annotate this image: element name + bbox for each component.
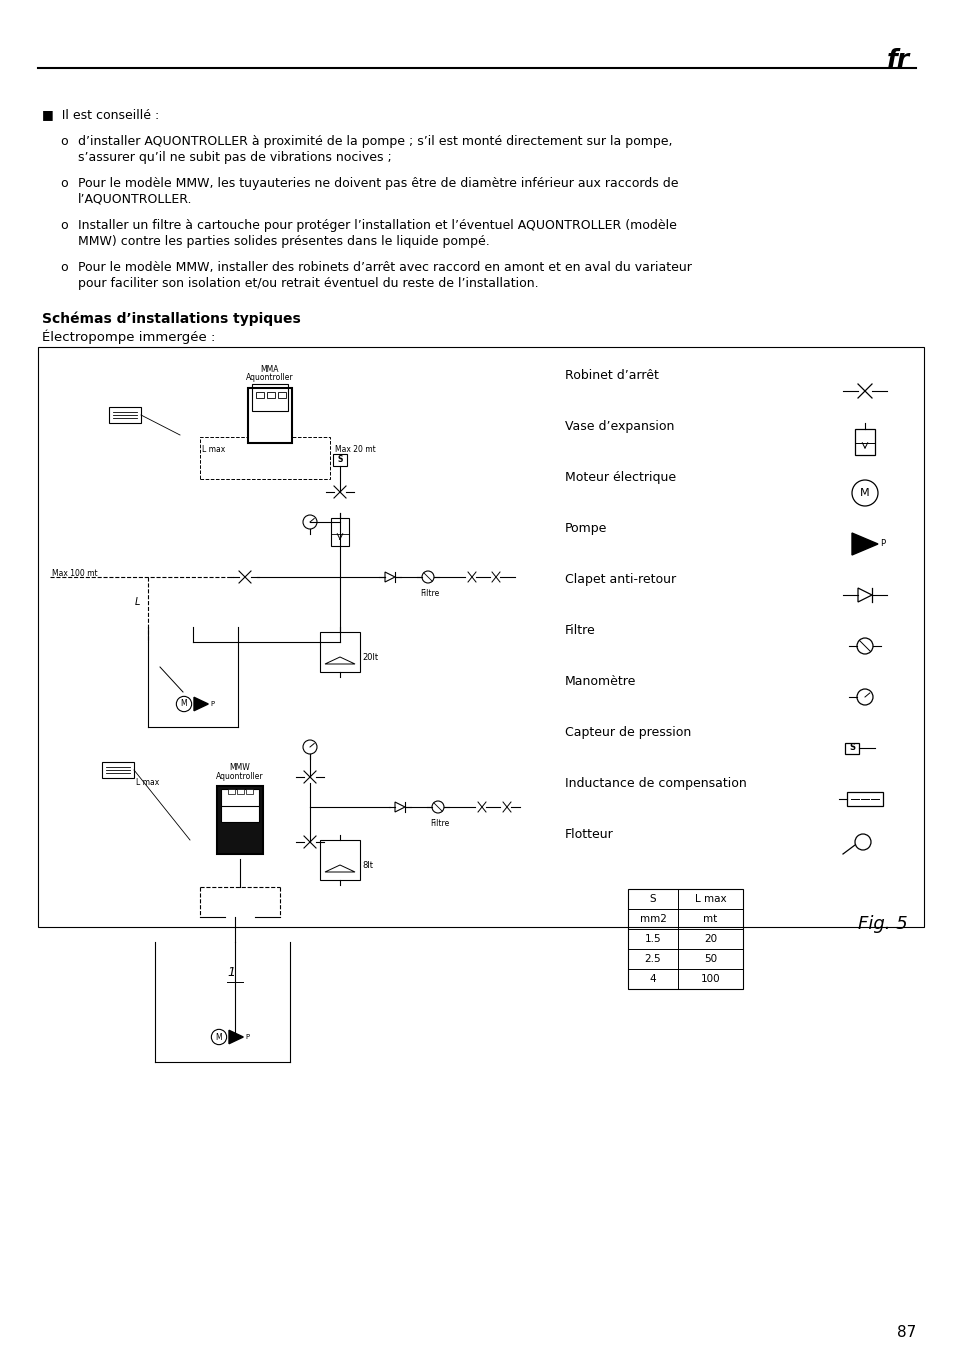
Bar: [228, 790, 234, 794]
Text: L max: L max: [202, 445, 225, 454]
Text: L max: L max: [694, 894, 725, 904]
Text: fr: fr: [886, 49, 909, 72]
Text: o: o: [60, 219, 68, 233]
Text: P: P: [245, 1034, 249, 1040]
Text: Filtre: Filtre: [564, 625, 595, 637]
Bar: [109, 407, 141, 423]
Bar: [267, 392, 274, 397]
Bar: [102, 763, 133, 777]
Bar: [331, 518, 349, 546]
Text: S: S: [649, 894, 656, 904]
Text: d’installer AQUONTROLLER à proximité de la pompe ; s’il est monté directement su: d’installer AQUONTROLLER à proximité de …: [78, 135, 672, 147]
Text: M: M: [215, 1033, 222, 1041]
Text: P: P: [210, 700, 214, 707]
Text: M: M: [180, 699, 187, 708]
Bar: [846, 792, 882, 806]
Text: Inductance de compensation: Inductance de compensation: [564, 777, 746, 790]
Text: 20: 20: [703, 934, 717, 944]
Text: Flotteur: Flotteur: [564, 827, 613, 841]
Text: Schémas d’installations typiques: Schémas d’installations typiques: [42, 311, 300, 326]
Text: Aquontroller: Aquontroller: [246, 373, 294, 383]
Bar: [248, 388, 292, 442]
Bar: [200, 437, 330, 479]
Polygon shape: [325, 657, 355, 664]
Text: 1.5: 1.5: [644, 934, 660, 944]
Text: l’AQUONTROLLER.: l’AQUONTROLLER.: [78, 193, 193, 206]
Text: 2.5: 2.5: [644, 955, 660, 964]
Bar: [38, 347, 923, 927]
Text: Filtre: Filtre: [430, 819, 449, 827]
Bar: [221, 795, 258, 822]
Bar: [854, 429, 874, 456]
Bar: [255, 392, 264, 397]
Text: ■  Il est conseillé :: ■ Il est conseillé :: [42, 108, 159, 120]
Text: o: o: [60, 135, 68, 147]
Polygon shape: [193, 698, 208, 711]
Bar: [627, 890, 742, 990]
Bar: [277, 392, 286, 397]
Polygon shape: [395, 802, 405, 813]
Text: Clapet anti-retour: Clapet anti-retour: [564, 573, 676, 585]
Text: 4: 4: [649, 973, 656, 984]
Text: Pour le modèle MMW, les tuyauteries ne doivent pas être de diamètre inférieur au: Pour le modèle MMW, les tuyauteries ne d…: [78, 177, 678, 191]
Polygon shape: [851, 533, 877, 556]
Text: 1: 1: [227, 965, 234, 979]
Bar: [252, 384, 288, 411]
Text: MMW: MMW: [230, 763, 250, 772]
Bar: [333, 454, 347, 466]
Text: Fig. 5: Fig. 5: [858, 915, 907, 933]
Text: Max 20 mt: Max 20 mt: [335, 445, 375, 454]
Text: mt: mt: [702, 914, 717, 923]
Text: 87: 87: [896, 1325, 915, 1340]
Text: MMA: MMA: [260, 365, 279, 373]
Text: Moteur électrique: Moteur électrique: [564, 470, 676, 484]
Text: s’assurer qu’il ne subit pas de vibrations nocives ;: s’assurer qu’il ne subit pas de vibratio…: [78, 151, 392, 164]
Text: L max: L max: [136, 777, 159, 787]
Text: 100: 100: [700, 973, 720, 984]
Bar: [216, 786, 263, 854]
Text: Filtre: Filtre: [419, 589, 438, 598]
Bar: [246, 790, 253, 794]
Text: o: o: [60, 177, 68, 191]
Polygon shape: [229, 1030, 243, 1044]
Polygon shape: [385, 572, 395, 581]
Text: Aquontroller: Aquontroller: [216, 772, 264, 781]
Bar: [221, 790, 258, 806]
Text: P: P: [879, 539, 884, 549]
Text: o: o: [60, 261, 68, 274]
Text: Vase d’expansion: Vase d’expansion: [564, 420, 674, 433]
Text: mm2: mm2: [639, 914, 666, 923]
Text: Robinet d’arrêt: Robinet d’arrêt: [564, 369, 659, 383]
Text: S: S: [848, 744, 854, 753]
Polygon shape: [857, 588, 871, 602]
Polygon shape: [325, 865, 355, 872]
Text: Installer un filtre à cartouche pour protéger l’installation et l’éventuel AQUON: Installer un filtre à cartouche pour pro…: [78, 219, 677, 233]
Text: Max 100 mt: Max 100 mt: [52, 569, 97, 579]
Text: Pompe: Pompe: [564, 522, 607, 535]
Text: Pour le modèle MMW, installer des robinets d’arrêt avec raccord en amont et en a: Pour le modèle MMW, installer des robine…: [78, 261, 691, 274]
Text: Manomètre: Manomètre: [564, 675, 636, 688]
Text: 8lt: 8lt: [361, 860, 373, 869]
Text: Électropompe immergée :: Électropompe immergée :: [42, 329, 215, 343]
Bar: [319, 840, 359, 880]
Bar: [844, 742, 858, 753]
Bar: [236, 790, 244, 794]
Text: M: M: [860, 488, 869, 498]
Text: S: S: [337, 456, 342, 465]
Bar: [319, 631, 359, 672]
Text: pour faciliter son isolation et/ou retrait éventuel du reste de l’installation.: pour faciliter son isolation et/ou retra…: [78, 277, 538, 289]
Text: Capteur de pression: Capteur de pression: [564, 726, 691, 740]
Text: L: L: [134, 598, 140, 607]
Text: MMW) contre les parties solides présentes dans le liquide pompé.: MMW) contre les parties solides présente…: [78, 235, 489, 247]
Text: 50: 50: [703, 955, 717, 964]
Text: 20lt: 20lt: [361, 653, 377, 661]
